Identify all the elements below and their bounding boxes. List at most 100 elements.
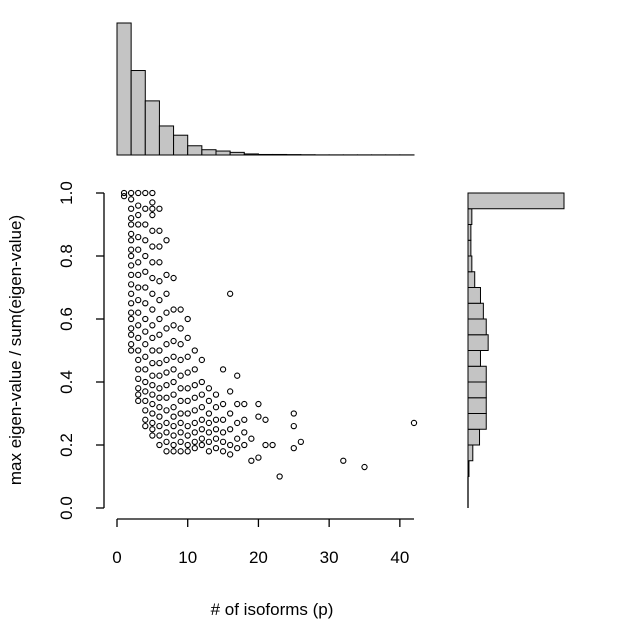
scatter-point [127, 309, 135, 316]
top-histogram-bar [201, 149, 217, 156]
top-histogram-bar [130, 70, 146, 156]
y-tick-label: 0.6 [57, 307, 76, 331]
scatter-point [142, 284, 149, 291]
scatter-point [142, 416, 149, 423]
scatter-point [156, 205, 163, 212]
scatter-point [135, 246, 142, 253]
scatter-point [198, 391, 206, 398]
scatter-point [163, 237, 170, 244]
right-histogram-bar [467, 255, 473, 273]
scatter-point [177, 356, 184, 364]
y-tick-label: 0.4 [57, 370, 76, 394]
scatter-point [149, 381, 156, 389]
scatter-point [149, 426, 156, 433]
scatter-point [120, 192, 128, 200]
scatter-point [163, 407, 170, 414]
top-histogram-bar [158, 125, 175, 156]
scatter-point [142, 189, 149, 197]
scatter-point [163, 271, 170, 279]
scatter-point [234, 444, 241, 452]
scatter-point [156, 432, 163, 439]
scatter-point [177, 419, 184, 427]
scatter-point [156, 315, 163, 323]
scatter-point [135, 259, 142, 266]
scatter-point [142, 205, 149, 212]
y-tick-label: 1.0 [57, 181, 76, 205]
scatter-point [149, 306, 156, 313]
scatter-point [191, 366, 198, 373]
scatter-point [127, 325, 135, 332]
scatter-point [142, 397, 149, 405]
right-histogram-bar [467, 365, 487, 383]
scatter-point [127, 347, 135, 354]
scatter-point [149, 410, 156, 417]
top-histogram-bar [229, 151, 245, 156]
scatter-point [170, 353, 177, 360]
scatter-point [149, 419, 156, 427]
scatter-point [149, 259, 156, 266]
scatter-point [255, 413, 262, 420]
scatter-point [191, 347, 198, 354]
right-histogram-bar [467, 224, 472, 241]
scatter-point [205, 410, 213, 417]
scatter-point [149, 432, 156, 439]
scatter-point [163, 290, 170, 297]
y-tick-label: 0.2 [57, 433, 76, 457]
scatter-point [142, 268, 149, 275]
scatter-point [241, 441, 248, 449]
scatter-point [241, 416, 248, 423]
scatter-point [149, 322, 156, 329]
right-histogram-bar [467, 192, 565, 210]
scatter-point [177, 429, 184, 436]
scatter-point [198, 426, 206, 433]
scatter-point [156, 404, 163, 411]
top-histogram-bar [187, 145, 203, 156]
scatter-point [163, 381, 170, 389]
x-tick-label: 10 [178, 548, 197, 567]
scatter-point [156, 227, 163, 234]
scatter-point [127, 230, 135, 238]
scatter-point [170, 322, 177, 329]
scatter-point [177, 325, 184, 332]
scatter-point [177, 448, 184, 455]
scatter-point [170, 404, 177, 411]
scatter-point [142, 328, 149, 335]
scatter-point [170, 432, 177, 439]
scatter-point [127, 215, 135, 222]
scatter-point [149, 199, 156, 206]
scatter-point [191, 444, 198, 452]
scatter-point [163, 341, 170, 348]
scatter-point [170, 366, 177, 373]
scatter-point [191, 394, 198, 401]
scatter-point [142, 422, 149, 430]
scatter-point [191, 381, 198, 389]
scatter-point [205, 385, 213, 392]
right-histogram-bar [467, 239, 472, 257]
scatter-point [205, 419, 213, 427]
scatter-point [142, 366, 149, 373]
scatter-point [156, 422, 163, 430]
scatter-point [262, 441, 269, 449]
scatter-point [156, 243, 163, 250]
scatter-point [135, 296, 142, 304]
scatter-point [127, 205, 135, 212]
scatter-point [163, 369, 170, 376]
scatter-point [177, 306, 184, 313]
scatter-point [149, 189, 156, 197]
scatter-point [149, 211, 156, 219]
scatter-point [184, 315, 191, 323]
scatter-point [361, 463, 368, 471]
scatter-point [212, 426, 220, 433]
scatter-point [149, 372, 156, 379]
scatter-point [198, 378, 206, 386]
scatter-point [297, 438, 305, 445]
scatter-point [191, 438, 198, 445]
scatter-points [120, 189, 418, 480]
scatter-point [149, 290, 156, 297]
scatter-point [135, 391, 142, 398]
scatter-point [142, 388, 149, 395]
right-histogram-bar [467, 397, 487, 414]
scatter-point [142, 407, 149, 414]
scatter-point [226, 426, 234, 433]
scatter-point [177, 410, 184, 417]
